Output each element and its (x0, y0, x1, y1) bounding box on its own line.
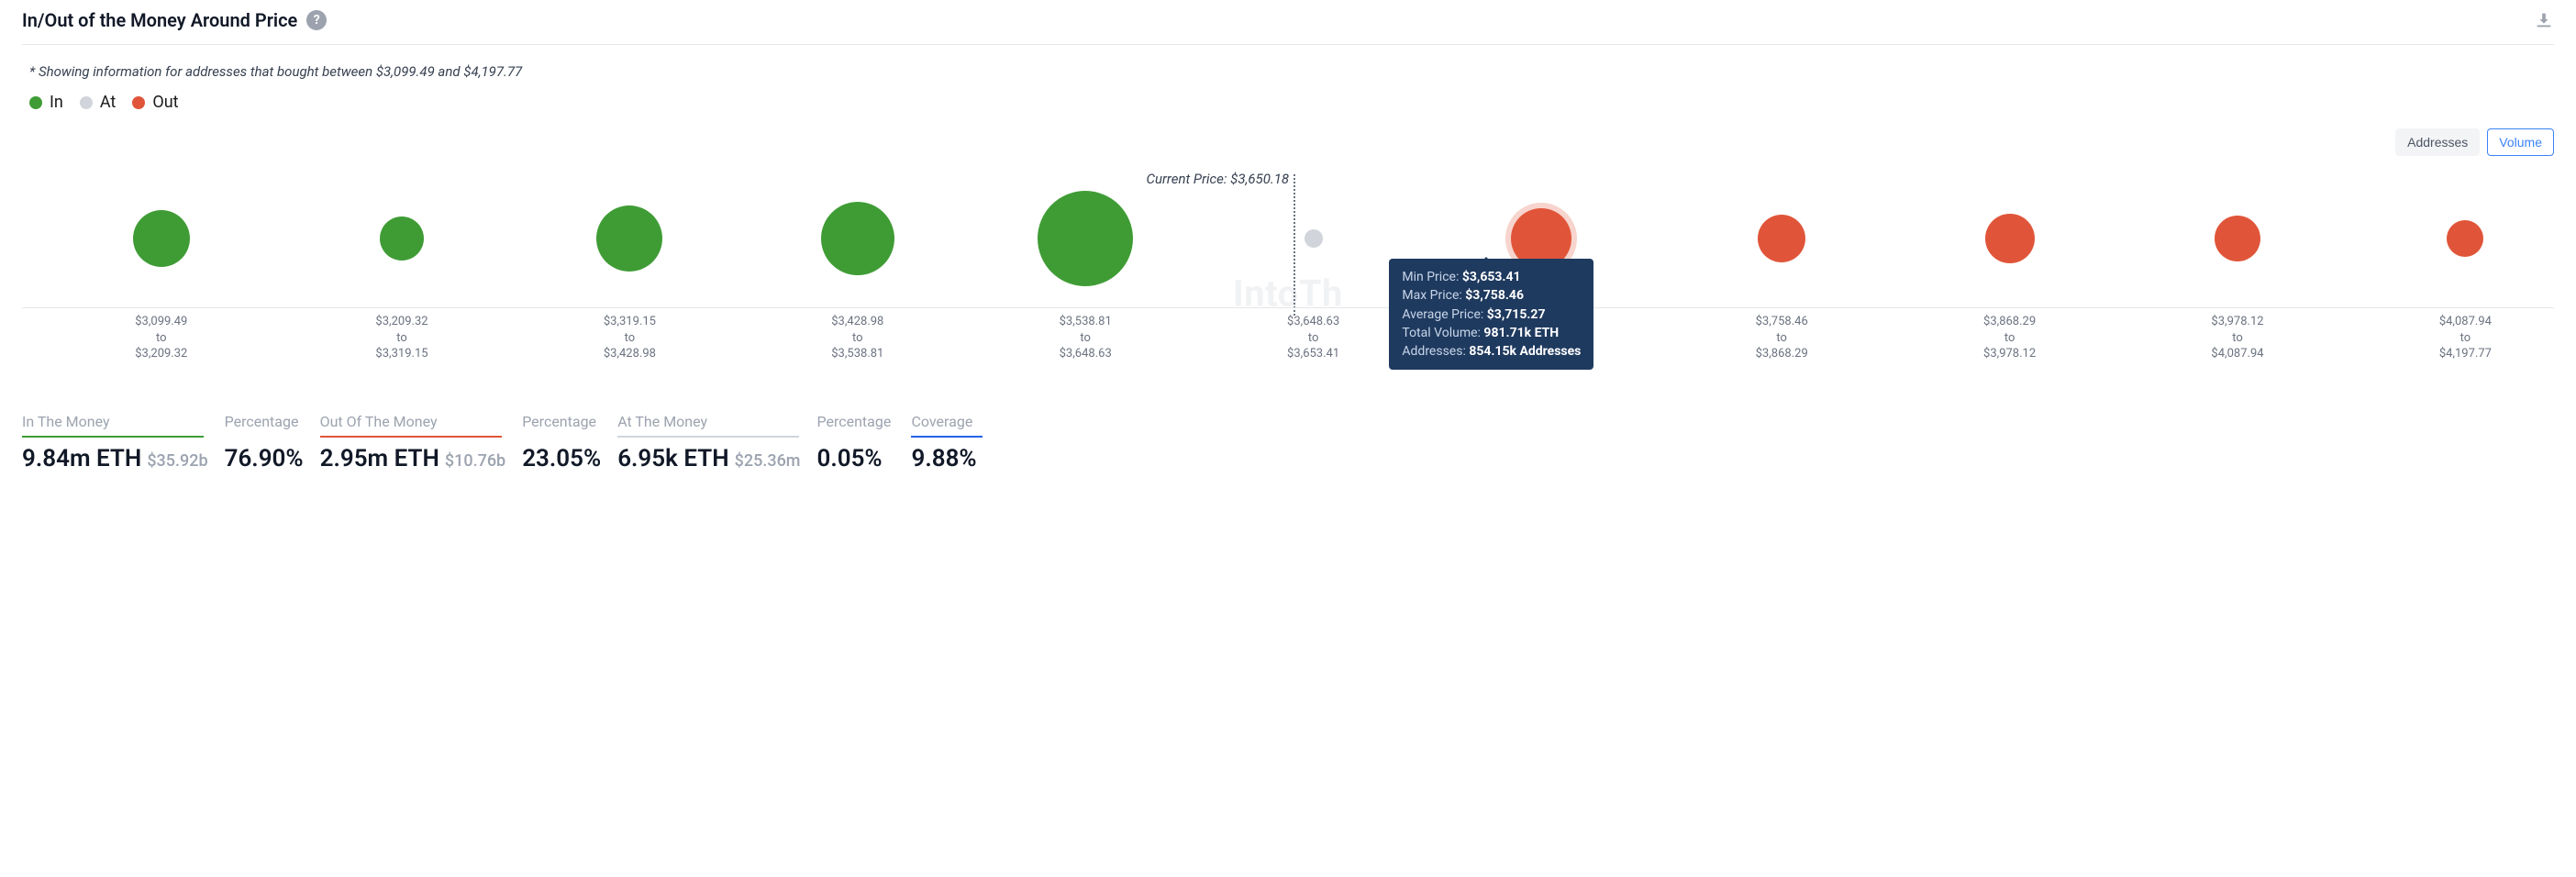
stat-value: 9.84m ETH$35.92b (22, 445, 208, 472)
legend-out[interactable]: Out (132, 93, 178, 112)
mode-addresses-button[interactable]: Addresses (2395, 128, 2480, 156)
range-label: $3,428.98to$3,538.81 (831, 314, 883, 362)
bubble[interactable] (596, 205, 662, 272)
bubble-slot[interactable] (2215, 170, 2260, 307)
mode-volume-button[interactable]: Volume (2487, 128, 2554, 156)
stat-title: Percentage (816, 413, 894, 438)
bubble-slot[interactable] (1985, 170, 2035, 307)
bubble[interactable] (2215, 216, 2260, 261)
subtitle-note: * Showing information for addresses that… (29, 63, 2554, 80)
stat-value: 0.05% (816, 445, 894, 472)
bubble-slot[interactable] (1038, 170, 1133, 307)
range-label: $4,087.94to$4,197.77 (2439, 314, 2492, 362)
bubbles-row (22, 171, 2554, 308)
stat-subvalue: $35.92b (147, 451, 207, 471)
stat-title: In The Money (22, 413, 204, 438)
legend-out-dot (132, 96, 145, 109)
bubble-slot[interactable] (596, 170, 662, 307)
bubble[interactable] (1305, 229, 1323, 248)
help-icon[interactable]: ? (306, 10, 327, 30)
legend-at[interactable]: At (80, 93, 116, 112)
range-label: $3,648.63to$3,653.41 (1287, 314, 1339, 362)
stat-value: 2.95m ETH$10.76b (320, 445, 506, 472)
stat-block: Coverage 9.88% (911, 413, 983, 472)
legend-at-label: At (100, 93, 116, 112)
bubble[interactable] (1985, 214, 2035, 263)
bubble[interactable] (380, 216, 424, 261)
stat-title: Coverage (911, 413, 983, 438)
bubble[interactable] (821, 202, 894, 275)
bubble-slot[interactable] (1758, 170, 1805, 307)
stat-block: Out Of The Money 2.95m ETH$10.76b (320, 413, 506, 472)
range-label: $3,099.49to$3,209.32 (135, 314, 187, 362)
stat-block: Percentage 23.05% (522, 413, 601, 472)
range-label: $3,758.46to$3,868.29 (1756, 314, 1808, 362)
legend-in-label: In (50, 93, 63, 112)
range-label: $3,319.15to$3,428.98 (604, 314, 656, 362)
stat-title: Percentage (225, 413, 303, 438)
legend-out-label: Out (152, 93, 178, 112)
chart-area: IntoTh Current Price: $3,650.18 $3,099.4… (22, 171, 2554, 369)
stat-block: At The Money 6.95k ETH$25.36m (617, 413, 800, 472)
bubble-slot[interactable] (1305, 170, 1323, 307)
legend: In At Out (29, 93, 2554, 112)
legend-in[interactable]: In (29, 93, 63, 112)
stat-block: In The Money 9.84m ETH$35.92b (22, 413, 208, 472)
title-wrap: In/Out of the Money Around Price ? (22, 9, 327, 31)
bubble-slot[interactable] (821, 170, 894, 307)
stat-value: 23.05% (522, 445, 601, 472)
stat-value: 6.95k ETH$25.36m (617, 445, 800, 472)
range-label: $3,209.32to$3,319.15 (375, 314, 427, 362)
bubble-slot[interactable] (133, 170, 190, 307)
stat-title: Percentage (522, 413, 600, 438)
panel-title: In/Out of the Money Around Price (22, 9, 297, 31)
bubble[interactable] (1758, 215, 1805, 262)
stat-value: 9.88% (911, 445, 983, 472)
bubble[interactable] (133, 210, 190, 267)
stat-value: 76.90% (225, 445, 304, 472)
stat-title: Out Of The Money (320, 413, 502, 438)
bubble[interactable] (2447, 220, 2483, 257)
stats-row: In The Money 9.84m ETH$35.92b Percentage 76… (22, 413, 2554, 472)
labels-row: $3,099.49to$3,209.32 $3,209.32to$3,319.15… (22, 314, 2554, 369)
legend-in-dot (29, 96, 42, 109)
legend-at-dot (80, 96, 93, 109)
bubble-slot[interactable] (2447, 170, 2483, 307)
stat-subvalue: $25.36m (735, 451, 801, 471)
stat-block: Percentage 0.05% (816, 413, 894, 472)
stat-block: Percentage 76.90% (225, 413, 304, 472)
stat-subvalue: $10.76b (445, 451, 505, 471)
bubble[interactable] (1038, 191, 1133, 286)
chart-tooltip: Min Price: $3,653.41Max Price: $3,758.46… (1389, 259, 1593, 370)
panel-header: In/Out of the Money Around Price ? (22, 9, 2554, 45)
mode-toggle: Addresses Volume (22, 128, 2554, 156)
range-label: $3,868.29to$3,978.12 (1983, 314, 2036, 362)
stat-title: At The Money (617, 413, 799, 438)
range-label: $3,978.12to$4,087.94 (2211, 314, 2263, 362)
bubble-slot[interactable] (380, 170, 424, 307)
download-icon[interactable] (2534, 10, 2554, 30)
range-label: $3,538.81to$3,648.63 (1060, 314, 1112, 362)
